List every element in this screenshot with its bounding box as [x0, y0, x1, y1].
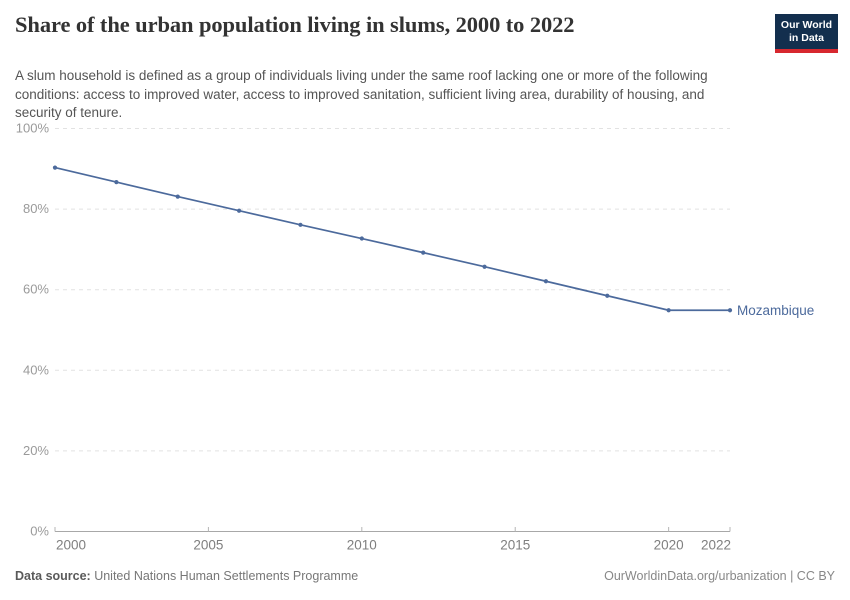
- y-axis-tick-label: 100%: [16, 121, 50, 136]
- data-point: [666, 308, 671, 313]
- y-axis-tick-label: 60%: [23, 282, 49, 297]
- chart-subtitle: A slum household is defined as a group o…: [15, 68, 708, 120]
- data-point: [114, 179, 119, 185]
- data-point: [727, 308, 733, 313]
- owid-logo-line1: Our World: [780, 19, 833, 31]
- owid-logo-line2: in Data: [788, 32, 824, 44]
- series-end-label: Mozambique: [737, 303, 814, 318]
- credit-link[interactable]: OurWorldinData.org/urbanization | CC BY: [604, 569, 835, 583]
- data-point: [605, 293, 610, 298]
- data-point: [543, 279, 549, 284]
- owid-logo: Our World in Data: [775, 14, 838, 53]
- data-point: [236, 208, 242, 213]
- x-axis-tick-label: 2020: [654, 538, 684, 553]
- chart-title: Share of the urban population living in …: [15, 12, 575, 37]
- data-source-value: United Nations Human Settlements Program…: [90, 569, 359, 583]
- data-point: [175, 194, 180, 199]
- data-point: [359, 236, 364, 241]
- x-axis-tick-label: 2015: [500, 538, 530, 553]
- x-axis-tick-label: 2005: [193, 538, 223, 553]
- x-axis-tick-label: 2022: [701, 538, 731, 553]
- y-axis-tick-label: 80%: [23, 201, 49, 216]
- data-point: [421, 250, 426, 255]
- data-point: [298, 222, 303, 227]
- data-source-label: Data source:: [15, 569, 91, 583]
- y-axis-tick-label: 40%: [23, 362, 49, 377]
- data-point: [52, 165, 58, 170]
- x-axis-tick-label: 2010: [347, 538, 377, 553]
- trend-line: [54, 166, 731, 312]
- chart-footer: Data source: United Nations Human Settle…: [0, 568, 850, 585]
- y-axis-tick-label: 20%: [23, 443, 49, 458]
- data-source: Data source: United Nations Human Settle…: [15, 568, 358, 585]
- data-point: [482, 264, 487, 269]
- y-axis-tick-label: 0%: [30, 524, 49, 539]
- x-axis-tick-label: 2000: [56, 538, 86, 553]
